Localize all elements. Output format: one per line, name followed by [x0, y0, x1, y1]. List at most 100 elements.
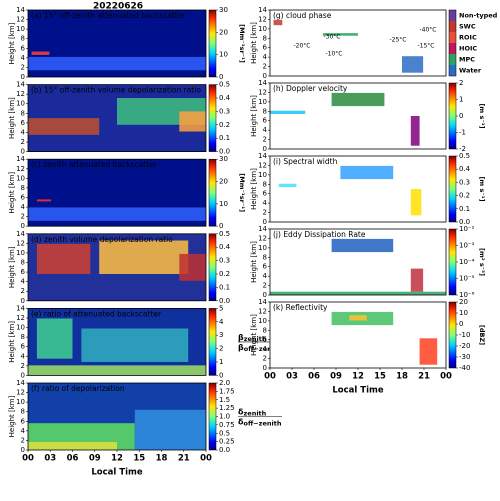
- class-label: ROIC: [459, 34, 477, 42]
- colorbar-tick-label: 0.0: [219, 297, 230, 305]
- y-tick-label: 12: [258, 88, 267, 96]
- y-tick-label: 0: [263, 72, 267, 80]
- colorbar-tick-label: 0.4: [459, 165, 471, 173]
- x-tick-label: 21: [178, 454, 190, 464]
- colorbar-tick-label: 0.1: [219, 134, 230, 142]
- y-tick-label: 14: [16, 6, 25, 14]
- y-axis-label: Height [km]: [8, 321, 16, 363]
- colorbar-tick-label: 5: [219, 304, 223, 312]
- y-tick-label: 6: [263, 190, 268, 198]
- colorbar-tick-label: 0.3: [219, 257, 230, 265]
- y-tick-label: 12: [16, 16, 25, 24]
- plot-frame: [27, 9, 207, 78]
- y-axis-label: Height [km]: [8, 22, 16, 64]
- y-tick-label: 0: [21, 371, 25, 379]
- y-tick-label: 2: [21, 436, 25, 444]
- panel-title: (d) zenith volume depolarization ratio: [31, 235, 173, 244]
- class-swatch: [449, 54, 456, 65]
- colorbar-tick-label: 0.0: [459, 218, 470, 226]
- colorbar-tick-label: 0.3: [459, 178, 470, 186]
- class-label: MPC: [459, 56, 475, 64]
- y-tick-label: 2: [263, 355, 267, 363]
- heatmap-texture: [28, 118, 100, 135]
- y-tick-label: 8: [21, 259, 25, 267]
- heatmap-texture: [31, 51, 50, 55]
- colorbar-tick-label: 10: [219, 200, 228, 208]
- y-tick-label: 8: [21, 184, 25, 192]
- colorbar-tick-label: -2: [459, 145, 466, 153]
- y-tick-label: 8: [263, 180, 267, 188]
- heatmap-texture: [99, 240, 189, 274]
- y-tick-label: 4: [263, 345, 268, 353]
- symbol: δ: [238, 417, 244, 426]
- symbol: δ: [238, 407, 244, 416]
- colorbar-tick-label: 2.0: [219, 379, 230, 387]
- y-tick-label: 4: [21, 278, 26, 286]
- y-tick-label: 6: [21, 268, 26, 276]
- heatmap-texture: [28, 56, 206, 71]
- y-axis-label: Height [km]: [250, 22, 258, 64]
- heatmap-texture: [81, 328, 189, 362]
- colorbar-tick-label: -10: [459, 331, 470, 339]
- colorbar-tick-label: 10: [459, 309, 468, 317]
- colorbar-tick-label: 1: [219, 358, 223, 366]
- heatmap-texture: [36, 243, 91, 274]
- y-tick-label: 10: [16, 25, 25, 33]
- y-tick-label: 12: [16, 314, 25, 322]
- heatmap-texture: [410, 189, 422, 216]
- y-tick-label: 2: [21, 63, 25, 71]
- colorbar-tick-label: 0.5: [219, 81, 230, 89]
- colorbar-tick-label: 10: [219, 51, 228, 59]
- colorbar: [448, 155, 457, 223]
- colorbar: [208, 233, 217, 302]
- colorbar-tick-label: 0.2: [219, 270, 230, 278]
- y-tick-label: 0: [21, 222, 25, 230]
- plot-frame: [269, 155, 447, 223]
- y-tick-label: 8: [21, 408, 25, 416]
- x-tick-label: 15: [374, 372, 386, 382]
- colorbar-tick-label: 0.1: [459, 205, 470, 213]
- y-tick-label: 10: [258, 171, 267, 179]
- colorbar: [208, 84, 217, 152]
- y-tick-label: 10: [258, 98, 267, 106]
- temperature-label: -15°C: [418, 43, 435, 50]
- y-tick-label: 6: [21, 417, 26, 425]
- colorbar: [208, 9, 217, 78]
- y-tick-label: 8: [263, 34, 267, 42]
- heatmap-texture: [322, 33, 358, 36]
- plot-frame: [269, 228, 447, 296]
- y-tick-label: 12: [16, 165, 25, 173]
- symbol: β: [238, 342, 244, 351]
- y-tick-label: 12: [16, 389, 25, 397]
- panel-title: (g) cloud phase: [273, 11, 332, 20]
- panel-title: (j) Eddy Dissipation Rate: [273, 230, 366, 239]
- x-tick-label: 21: [418, 372, 430, 382]
- y-tick-label: 0: [263, 364, 267, 372]
- y-tick-label: 10: [16, 398, 25, 406]
- colorbar-tick-label: 1.75: [219, 387, 235, 395]
- x-tick-label: 00: [22, 454, 34, 464]
- x-tick-label: 03: [286, 372, 298, 382]
- x-tick-label: 03: [44, 454, 56, 464]
- plot-frame: [269, 9, 447, 77]
- y-tick-label: 4: [263, 272, 268, 280]
- heatmap-texture: [273, 19, 283, 26]
- y-tick-label: 10: [16, 174, 25, 182]
- y-tick-label: 2: [21, 362, 25, 370]
- subscript: zenith: [244, 335, 267, 343]
- y-tick-label: 8: [21, 333, 25, 341]
- y-tick-label: 10: [258, 317, 267, 325]
- heatmap-texture: [410, 116, 420, 146]
- y-axis-label: Height [km]: [8, 172, 16, 214]
- y-tick-label: 12: [258, 307, 267, 315]
- temperature-label: -10°C: [326, 51, 343, 58]
- colorbar-tick-label: 30: [219, 155, 228, 163]
- colorbar-tick-label: 0.0: [219, 148, 230, 156]
- class-label: Water: [459, 67, 482, 75]
- plot-frame: [27, 84, 207, 152]
- y-tick-label: 14: [258, 225, 267, 233]
- y-tick-label: 6: [263, 263, 268, 271]
- y-tick-label: 0: [263, 218, 267, 226]
- y-tick-label: 4: [263, 53, 268, 61]
- temperature-label: -25°C: [390, 37, 407, 44]
